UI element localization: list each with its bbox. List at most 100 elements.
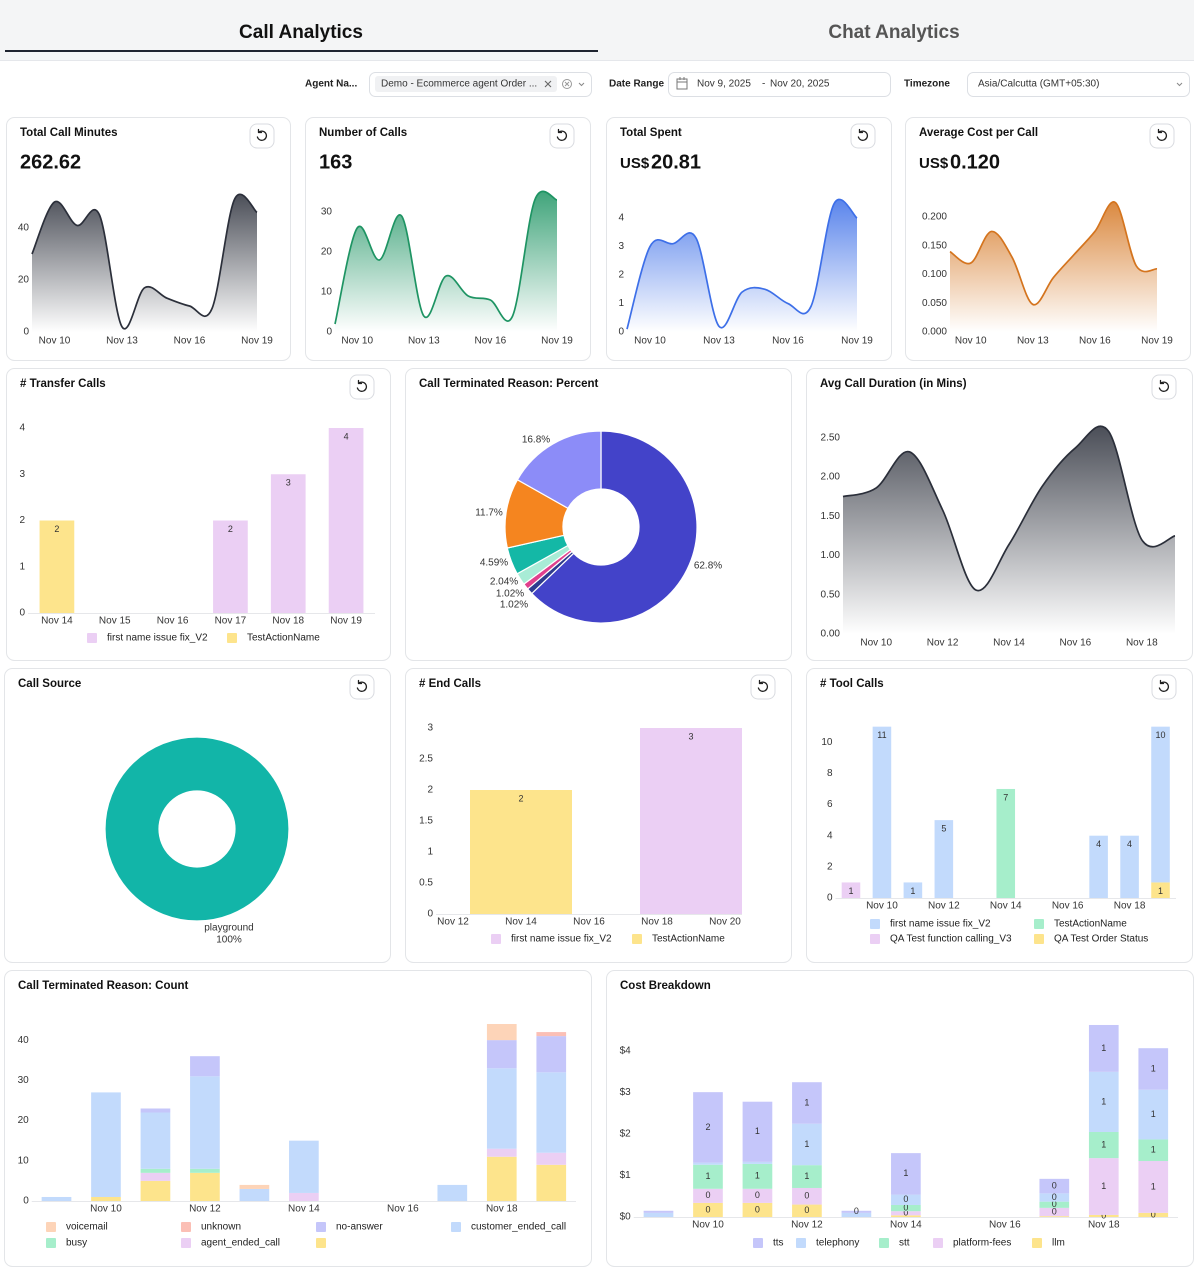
bar — [1089, 835, 1108, 898]
summary-currency: US$ — [919, 155, 949, 172]
bar — [1039, 1178, 1070, 1194]
refresh-button[interactable] — [850, 123, 876, 149]
y-tick-label: 1.50 — [821, 511, 841, 522]
refresh-frame — [1151, 374, 1177, 400]
legend-swatch — [753, 1238, 763, 1248]
y-tick-label: 4 — [19, 423, 25, 434]
data-label: 3 — [286, 478, 291, 488]
bar — [190, 1076, 220, 1169]
date-to: Nov 20, 2025 — [770, 79, 830, 90]
x-tick-label: Nov 16 — [1079, 336, 1111, 347]
y-tick-label: 0 — [618, 327, 624, 338]
legend-swatch — [227, 633, 237, 643]
refresh-button[interactable] — [349, 674, 375, 700]
line — [842, 425, 1176, 592]
bar — [693, 1164, 723, 1189]
bar — [470, 790, 572, 914]
legend-label: first name issue fix_V2 — [890, 919, 991, 930]
y-tick-label: 0 — [827, 893, 833, 904]
bar — [1088, 1214, 1119, 1217]
data-label: 2 — [518, 793, 523, 803]
x-tick-label: Nov 16 — [475, 336, 507, 347]
chip-remove-icon[interactable] — [544, 80, 552, 88]
y-tick-label: 2.00 — [821, 472, 841, 483]
data-label: 4 — [1127, 839, 1132, 849]
refresh-button[interactable] — [1151, 374, 1177, 400]
legend-swatch — [1034, 934, 1044, 944]
card-title: Call Terminated Reason: Count — [18, 980, 189, 992]
area-fill — [950, 201, 1157, 332]
chevron-icon — [578, 82, 585, 87]
legend-label: agent_ended_call — [201, 1238, 280, 1249]
refresh-button[interactable] — [549, 123, 575, 149]
data-label: 0 — [1052, 1199, 1057, 1209]
refresh-icon — [1158, 679, 1170, 692]
y-tick-label: 2 — [827, 861, 833, 872]
tab[interactable]: Call Analytics — [239, 22, 363, 43]
bar — [536, 1036, 567, 1073]
legend-label: busy — [66, 1238, 87, 1249]
data-label: 1 — [804, 1139, 809, 1149]
line — [626, 198, 858, 330]
data-label: 0 — [854, 1206, 859, 1216]
x-tick-label: Nov 14 — [993, 638, 1025, 649]
date-separator: - — [762, 79, 765, 90]
y-tick-label: 40 — [18, 223, 30, 234]
slice-label: 4.59% — [480, 558, 508, 569]
refresh-button[interactable] — [349, 374, 375, 400]
x-tick-label: Nov 13 — [1017, 336, 1049, 347]
bar — [841, 1212, 872, 1217]
summary-value: 262.62 — [20, 151, 81, 173]
data-label: 0 — [804, 1205, 809, 1215]
data-label: 0 — [1052, 1192, 1057, 1202]
bar — [289, 1140, 319, 1193]
card-title: Total Spent — [620, 127, 682, 139]
refresh-button[interactable] — [1149, 123, 1175, 149]
slice-name: playground — [204, 923, 253, 934]
refresh-button[interactable] — [750, 674, 776, 700]
y-tick-label: 20 — [18, 1115, 30, 1126]
x-tick-label: Nov 19 — [330, 616, 362, 627]
refresh-icon — [356, 379, 368, 392]
data-label: 5 — [941, 823, 946, 833]
bar — [1039, 1201, 1070, 1208]
x-tick-label: Nov 12 — [928, 901, 960, 912]
date-range-picker[interactable] — [668, 72, 891, 97]
card — [405, 368, 792, 661]
data-label: 1 — [1158, 886, 1163, 896]
data-label: 0 — [1101, 1210, 1106, 1220]
refresh-button[interactable] — [249, 123, 275, 149]
bar — [742, 1161, 773, 1164]
refresh-button[interactable] — [1151, 674, 1177, 700]
bar — [536, 1152, 567, 1165]
area-fill — [843, 426, 1175, 634]
slice-label: 62.8% — [694, 561, 722, 572]
clear-icon[interactable] — [562, 79, 572, 89]
bar — [693, 1092, 723, 1163]
line — [334, 190, 558, 325]
y-tick-label: $4 — [620, 1046, 632, 1057]
y-tick-label: 10 — [321, 287, 333, 298]
bar — [1151, 726, 1170, 883]
bar — [891, 1215, 921, 1217]
tab[interactable]: Chat Analytics — [828, 22, 959, 43]
legend-label: unknown — [201, 1222, 241, 1233]
bar — [486, 1148, 517, 1157]
x-tick-label: Nov 10 — [39, 336, 71, 347]
refresh-icon — [356, 679, 368, 692]
date-from: Nov 9, 2025 — [697, 79, 751, 90]
refresh-icon — [857, 128, 869, 141]
data-label: 0 — [705, 1204, 710, 1214]
y-tick-label: 1.00 — [821, 550, 841, 561]
legend-label: QA Test function calling_V3 — [890, 934, 1012, 945]
data-label: 4 — [344, 431, 349, 441]
refresh-frame — [249, 123, 275, 149]
y-tick-label: 0.150 — [922, 240, 947, 251]
y-tick-label: 1.5 — [419, 816, 433, 827]
y-tick-label: 10 — [18, 1155, 30, 1166]
slice-label: 16.8% — [522, 435, 550, 446]
y-tick-label: 1 — [427, 847, 433, 858]
timezone-select[interactable] — [967, 72, 1190, 97]
area-fill — [335, 191, 557, 332]
